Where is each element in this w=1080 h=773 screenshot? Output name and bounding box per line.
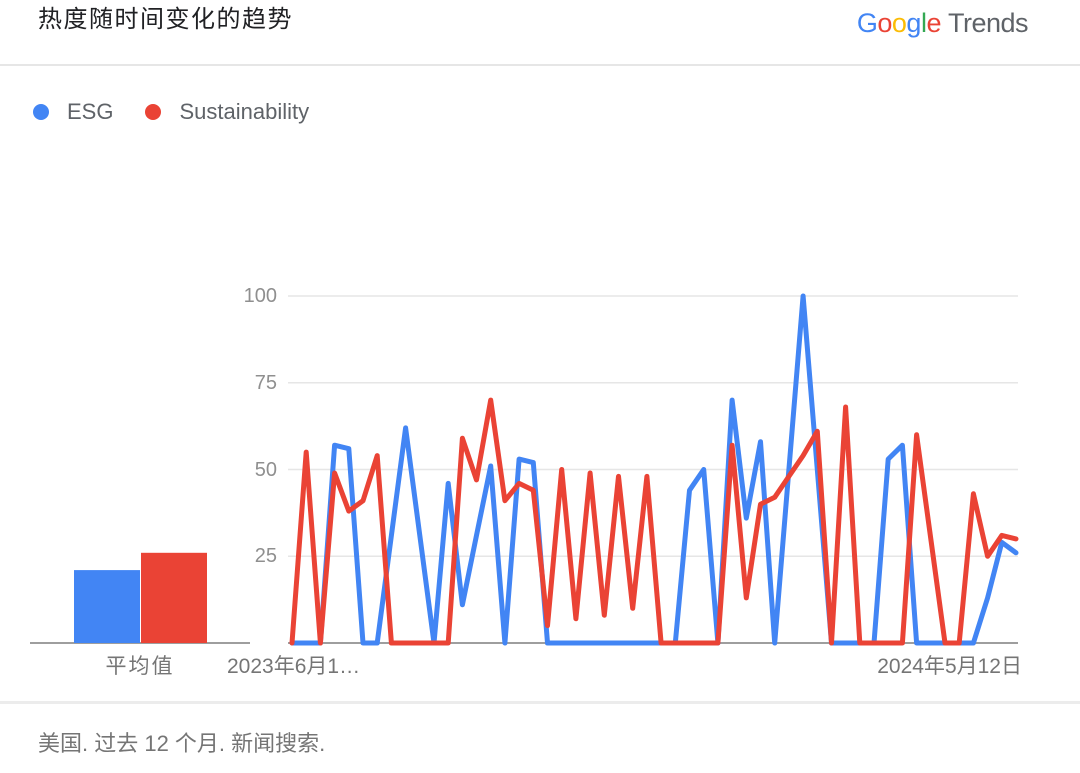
average-bar-sustainability[interactable]	[141, 552, 207, 643]
google-logo-text: Google	[856, 8, 942, 38]
y-axis-tick-label: 75	[254, 372, 277, 394]
y-axis-tick-label: 100	[243, 285, 277, 307]
chart-area: 平均值 2023年6月1… 2024年5月12日 100 75 50 25	[0, 260, 1080, 700]
page-title: 热度随时间变化的趋势	[38, 6, 293, 33]
x-axis-end-date-label: 2024年5月12日	[877, 655, 1022, 678]
sustainability-series-dot-icon	[145, 104, 162, 120]
esg-series-dot-icon	[33, 104, 49, 120]
trend-line-sustainability[interactable]	[289, 397, 1019, 646]
x-axis-start-date-label: 2023年6月1…	[227, 655, 361, 678]
y-axis-tick-label: 50	[254, 459, 277, 481]
y-axis-tick-label: 25	[254, 545, 277, 567]
footer-divider	[0, 701, 1080, 704]
header-divider	[0, 64, 1080, 66]
legend-label-esg: ESG	[67, 99, 114, 124]
query-scope-caption: 美国. 过去 12 个月. 新闻搜索.	[38, 731, 326, 756]
trend-line-esg[interactable]	[289, 293, 1019, 646]
chart-legend: ESG Sustainability	[33, 99, 341, 125]
google-trends-logo[interactable]: Google Trends	[856, 7, 1029, 39]
trends-logo-text: Trends	[947, 8, 1029, 38]
average-bar-esg[interactable]	[74, 570, 140, 643]
average-axis-label: 平均值	[105, 655, 175, 678]
legend-label-sustainability: Sustainability	[179, 99, 310, 124]
legend-item-sustainability: Sustainability	[145, 99, 309, 125]
legend-item-esg: ESG	[33, 99, 113, 125]
trend-chart-canvas[interactable]	[0, 260, 1080, 700]
